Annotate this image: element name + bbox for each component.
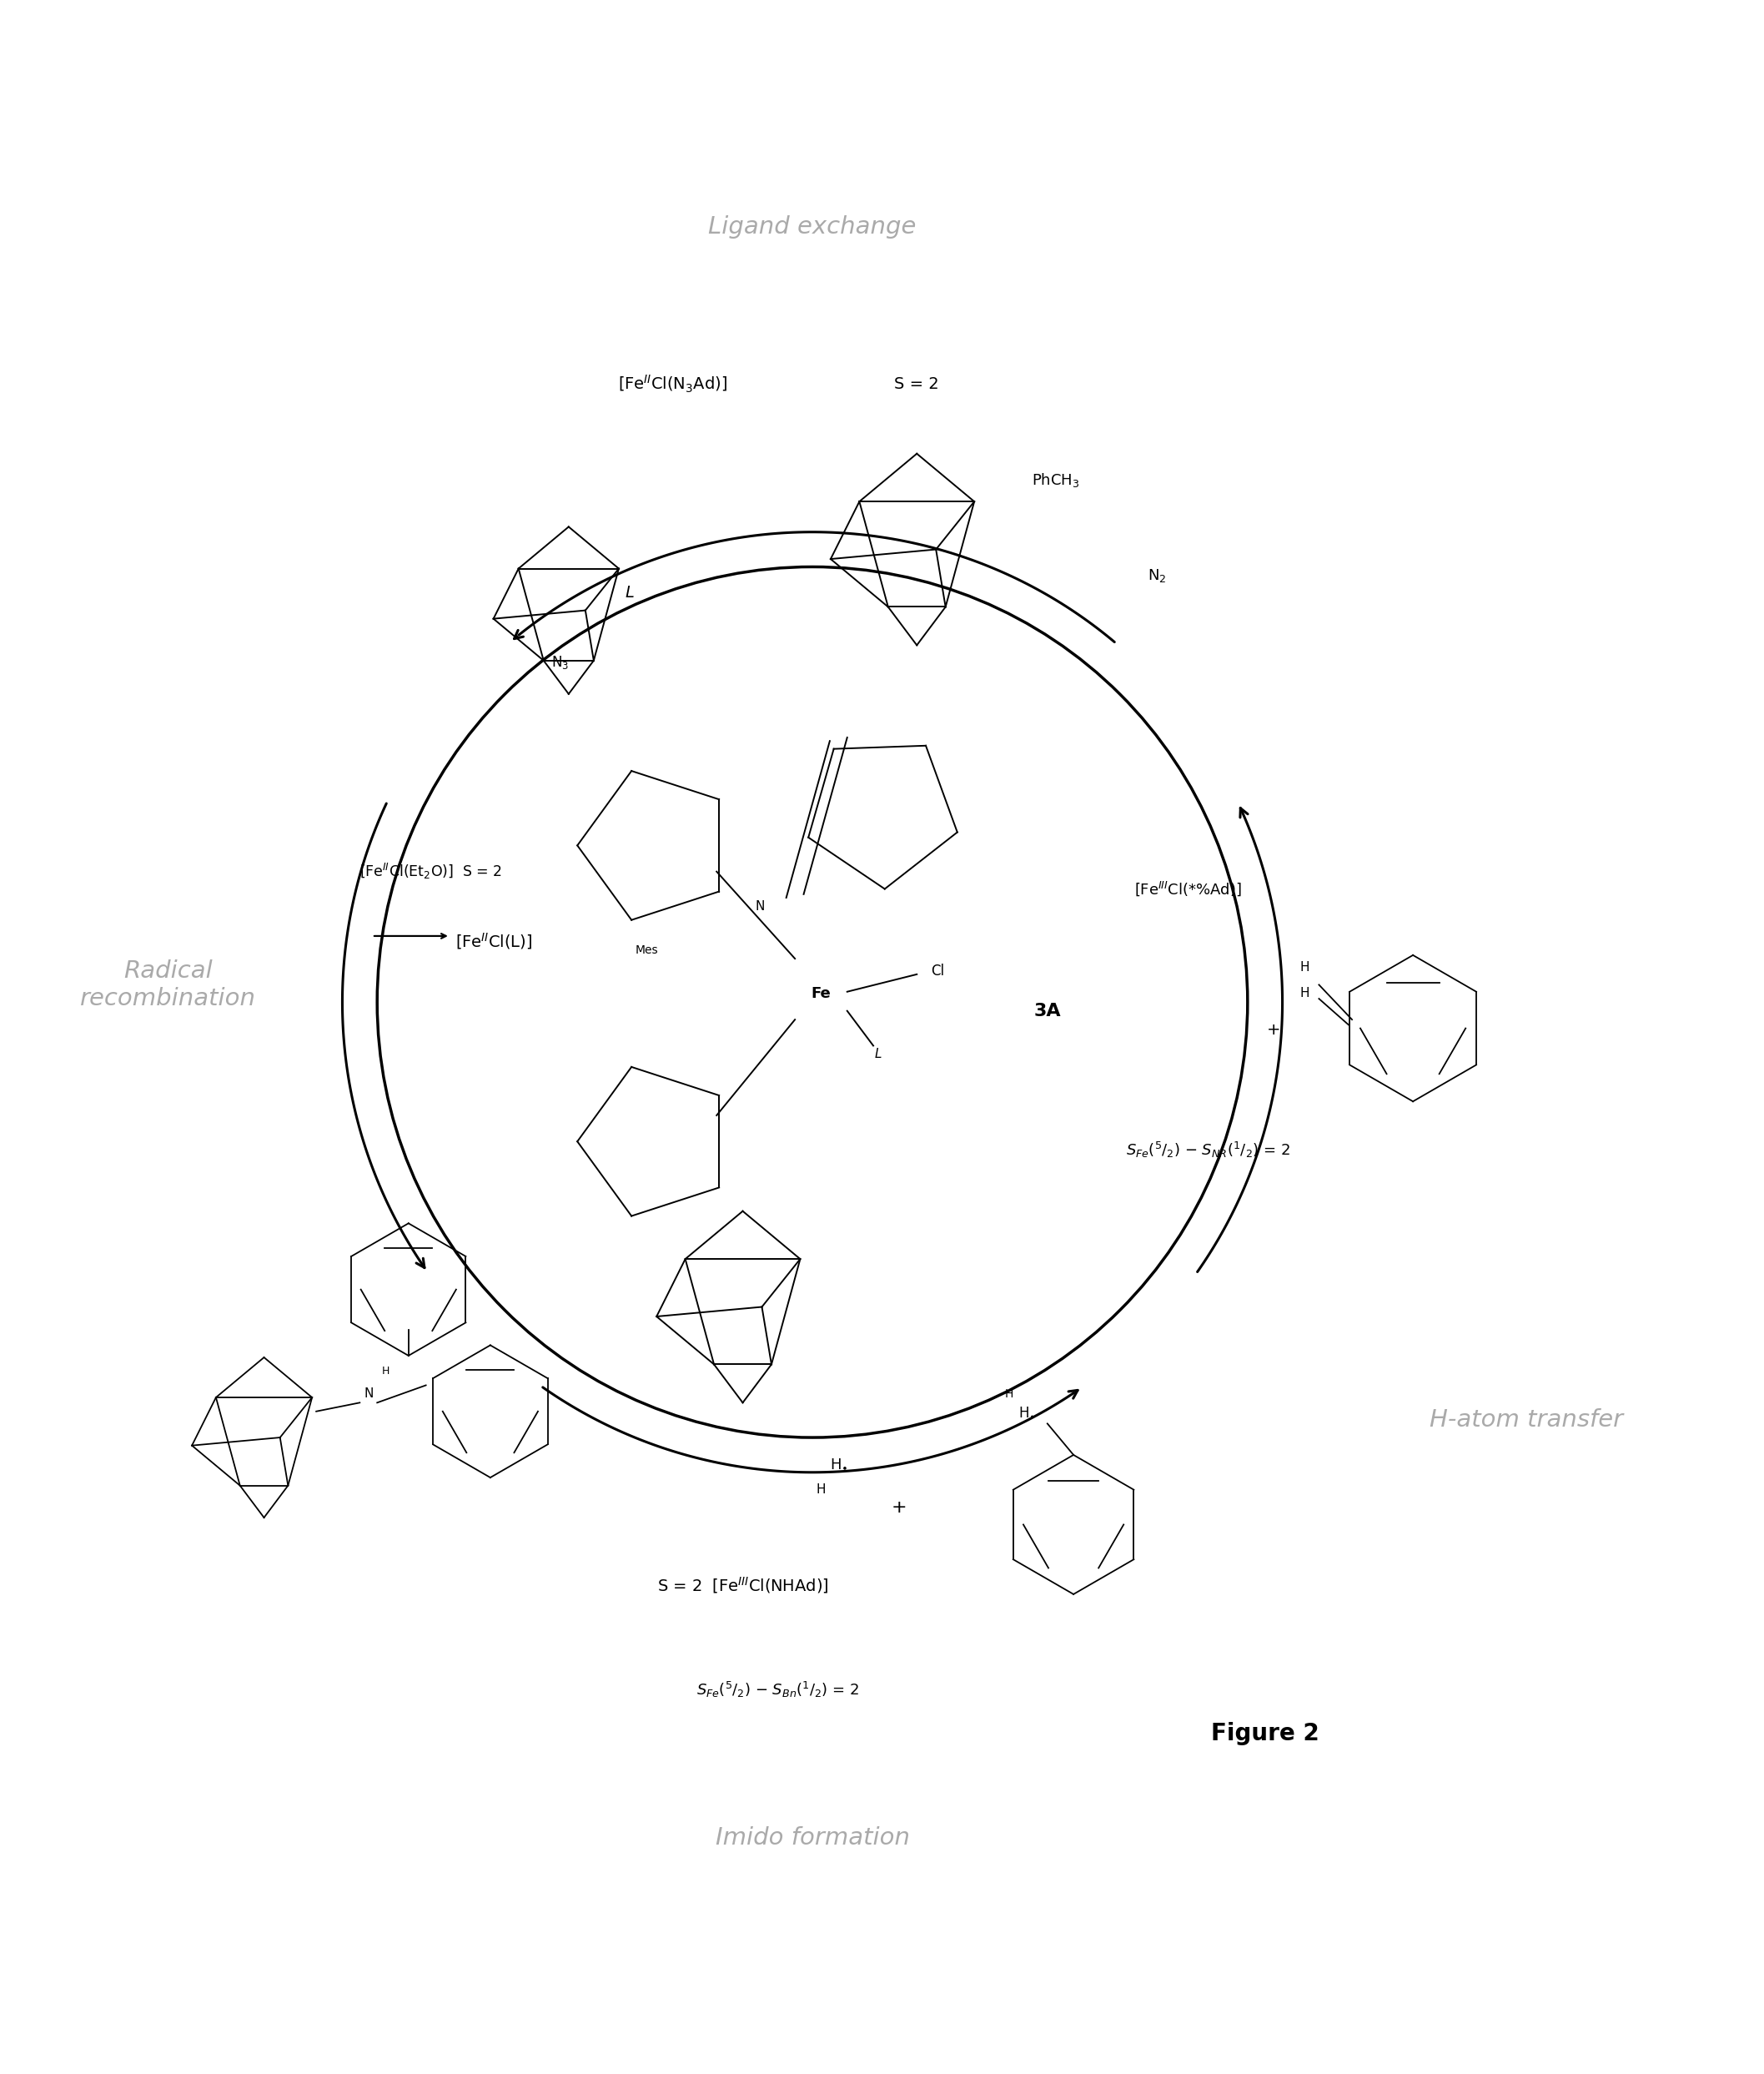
Text: Fe: Fe: [811, 985, 831, 1002]
Text: H$_{\bullet}$: H$_{\bullet}$: [1018, 1404, 1035, 1419]
Text: N: N: [755, 900, 766, 913]
Text: Mes: Mes: [635, 944, 658, 956]
Text: H-atom transfer: H-atom transfer: [1429, 1408, 1623, 1431]
Text: 3A: 3A: [1034, 1002, 1060, 1018]
Text: +: +: [1267, 1022, 1281, 1037]
Text: $S_{Fe}$($^5/_2$) $-$ $S_{NR}$($^1/_2$) = 2: $S_{Fe}$($^5/_2$) $-$ $S_{NR}$($^1/_2$) …: [1125, 1141, 1289, 1159]
Text: H: H: [1300, 960, 1311, 973]
Text: Ligand exchange: Ligand exchange: [709, 216, 916, 239]
Text: H: H: [1005, 1388, 1013, 1400]
Text: [Fe$^{II}$Cl(Et$_2$O)]  S = 2: [Fe$^{II}$Cl(Et$_2$O)] S = 2: [360, 863, 503, 881]
Text: [Fe$^{II}$Cl(N$_3$Ad)]: [Fe$^{II}$Cl(N$_3$Ad)]: [619, 373, 729, 394]
Text: H: H: [383, 1367, 390, 1377]
Text: S = 2  [Fe$^{III}$Cl(NHAd)]: S = 2 [Fe$^{III}$Cl(NHAd)]: [656, 1576, 829, 1595]
Text: N: N: [363, 1388, 374, 1400]
Text: [Fe$^{III}$Cl(*%Ad)]: [Fe$^{III}$Cl(*%Ad)]: [1134, 879, 1242, 898]
Text: Figure 2: Figure 2: [1210, 1721, 1319, 1744]
Text: L: L: [875, 1047, 882, 1060]
Text: S = 2: S = 2: [894, 375, 938, 392]
Text: L: L: [624, 585, 633, 601]
Text: Imido formation: Imido formation: [714, 1827, 910, 1850]
Text: H: H: [817, 1483, 826, 1495]
Text: N$_2$: N$_2$: [1148, 566, 1166, 585]
Text: H$_{\bullet}$: H$_{\bullet}$: [829, 1456, 847, 1470]
Text: H: H: [1300, 987, 1311, 1000]
Text: Cl: Cl: [931, 962, 944, 979]
Text: Radical
recombination: Radical recombination: [81, 960, 256, 1010]
Text: $S_{Fe}$($^5/_2$) $-$ $S_{Bn}$($^1/_2$) = 2: $S_{Fe}$($^5/_2$) $-$ $S_{Bn}$($^1/_2$) …: [697, 1680, 859, 1699]
Text: +: +: [891, 1500, 907, 1516]
Text: [Fe$^{II}$Cl(L)]: [Fe$^{II}$Cl(L)]: [455, 931, 533, 952]
Text: N$_3$: N$_3$: [550, 653, 568, 672]
Text: PhCH$_3$: PhCH$_3$: [1032, 471, 1080, 489]
